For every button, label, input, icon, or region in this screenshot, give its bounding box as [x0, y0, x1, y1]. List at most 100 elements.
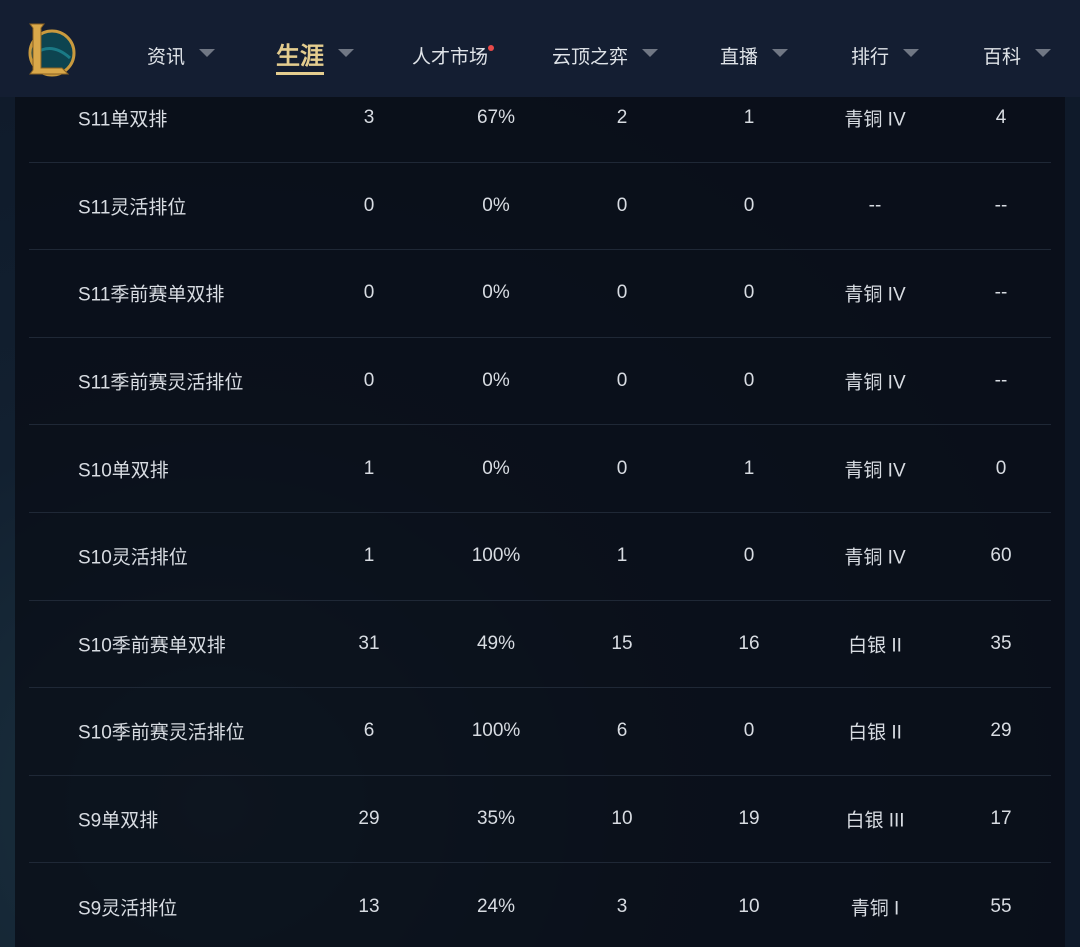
table-cell: 10 — [611, 808, 633, 830]
table-cell: 白银 II — [848, 722, 902, 744]
table-row: S11单双排 3 67% 2 1 青铜 IV 4 — [29, 75, 1051, 163]
table-cell: 白银 III — [845, 810, 905, 832]
queue-name: S11季前赛灵活排位 — [78, 372, 244, 394]
table-cell: 0% — [482, 282, 510, 304]
table-row: S9灵活排位 13 24% 3 10 青铜 I 55 — [29, 863, 1051, 947]
table-cell: 6 — [363, 720, 375, 742]
nav-item-1[interactable]: 生涯 — [276, 40, 354, 75]
table-row: S11灵活排位 0 0% 0 0 -- -- — [29, 163, 1051, 251]
table-cell: 青铜 IV — [844, 109, 906, 131]
table-cell: 1 — [363, 545, 375, 567]
table-cell: -- — [868, 194, 882, 216]
table-cell: 19 — [738, 808, 760, 830]
queue-name: S9灵活排位 — [78, 898, 178, 920]
table-cell: 1 — [743, 457, 755, 479]
nav-label: 直播 — [720, 46, 759, 68]
table-cell: 29 — [990, 720, 1012, 742]
lol-logo[interactable] — [22, 22, 76, 80]
chevron-down-icon[interactable] — [903, 49, 920, 57]
nav-item-5[interactable]: 排行 — [851, 40, 920, 70]
table-cell: 0 — [363, 370, 375, 392]
table-cell: 白银 II — [848, 635, 902, 657]
table-cell: 1 — [743, 107, 755, 129]
nav-label: 资讯 — [147, 46, 186, 68]
table-cell: 100% — [471, 545, 521, 567]
nav-label: 生涯 — [276, 36, 324, 75]
nav-item-2[interactable]: 人才市场 — [412, 40, 495, 70]
chevron-down-icon[interactable] — [199, 49, 216, 57]
table-cell: 青铜 IV — [844, 372, 906, 394]
table-cell: 0 — [743, 282, 755, 304]
table-row: S11季前赛灵活排位 0 0% 0 0 青铜 IV -- — [29, 338, 1051, 426]
table-cell: 青铜 I — [850, 898, 900, 920]
table-cell: 0 — [363, 194, 375, 216]
table-cell: 0 — [616, 457, 628, 479]
table-cell: 6 — [616, 720, 628, 742]
nav-label: 排行 — [851, 46, 890, 68]
table-cell: 24% — [476, 895, 516, 917]
queue-name: S10灵活排位 — [78, 547, 188, 569]
table-cell: 13 — [358, 895, 380, 917]
chevron-down-icon[interactable] — [1035, 49, 1052, 57]
table-cell: 青铜 IV — [844, 284, 906, 306]
table-cell: 15 — [611, 632, 633, 654]
table-cell: 3 — [363, 107, 375, 129]
table-cell: 31 — [358, 632, 380, 654]
queue-name: S11季前赛单双排 — [78, 284, 225, 306]
table-cell: 0 — [363, 282, 375, 304]
queue-name: S10季前赛灵活排位 — [78, 722, 245, 744]
table-cell: 2 — [616, 107, 628, 129]
table-cell: 0 — [743, 370, 755, 392]
table-cell: 4 — [995, 107, 1007, 129]
queue-name: S10单双排 — [78, 460, 169, 482]
chevron-down-icon[interactable] — [772, 49, 789, 57]
table-cell: 青铜 IV — [844, 460, 906, 482]
table-cell: 0 — [616, 370, 628, 392]
table-cell: 29 — [358, 808, 380, 830]
nav-item-6[interactable]: 百科 — [983, 40, 1052, 70]
table-cell: 0 — [743, 194, 755, 216]
nav-label: 云顶之弈 — [552, 46, 629, 68]
table-cell: 青铜 IV — [844, 547, 906, 569]
table-cell: 16 — [738, 632, 760, 654]
table-cell: -- — [994, 370, 1008, 392]
table-row: S10季前赛灵活排位 6 100% 6 0 白银 II 29 — [29, 688, 1051, 776]
notification-dot — [488, 44, 495, 51]
table-cell: 0 — [743, 545, 755, 567]
table-cell: 10 — [738, 895, 760, 917]
queue-name: S10季前赛单双排 — [78, 635, 226, 657]
table-row: S10季前赛单双排 31 49% 15 16 白银 II 35 — [29, 601, 1051, 689]
table-cell: 17 — [990, 808, 1012, 830]
chevron-down-icon[interactable] — [642, 49, 659, 57]
table-cell: 0 — [995, 457, 1007, 479]
chevron-down-icon[interactable] — [338, 49, 354, 57]
table-cell: 55 — [990, 895, 1012, 917]
nav-item-3[interactable]: 云顶之弈 — [552, 40, 659, 70]
table-cell: 49% — [476, 632, 516, 654]
table-cell: 60 — [990, 545, 1012, 567]
table-cell: 100% — [471, 720, 521, 742]
table-cell: 0% — [482, 370, 510, 392]
table-cell: 3 — [616, 895, 628, 917]
table-row: S10灵活排位 1 100% 1 0 青铜 IV 60 — [29, 513, 1051, 601]
table-cell: 0% — [482, 457, 510, 479]
table-cell: -- — [994, 194, 1008, 216]
queue-name: S11单双排 — [78, 109, 168, 131]
queue-name: S9单双排 — [78, 810, 159, 832]
top-nav: 资讯 生涯 人才市场 云顶之弈 直播 排行 百科 — [0, 0, 1080, 97]
table-cell: 67% — [476, 107, 516, 129]
nav-item-0[interactable]: 资讯 — [147, 40, 216, 70]
table-cell: 0 — [743, 720, 755, 742]
nav-item-4[interactable]: 直播 — [720, 40, 789, 70]
table-cell: 1 — [616, 545, 628, 567]
nav-label: 百科 — [983, 46, 1022, 68]
table-cell: -- — [994, 282, 1008, 304]
queue-name: S11灵活排位 — [78, 197, 187, 219]
table-cell: 35% — [476, 808, 516, 830]
table-cell: 1 — [363, 457, 375, 479]
table-cell: 35 — [990, 632, 1012, 654]
table-row: S9单双排 29 35% 10 19 白银 III 17 — [29, 776, 1051, 864]
table-cell: 0 — [616, 282, 628, 304]
ranked-stats-table: S11单双排 3 67% 2 1 青铜 IV 4 S11灵活排位 0 0% 0 0 -- -- S11季前赛… — [15, 97, 1065, 947]
table-cell: 0% — [482, 194, 510, 216]
